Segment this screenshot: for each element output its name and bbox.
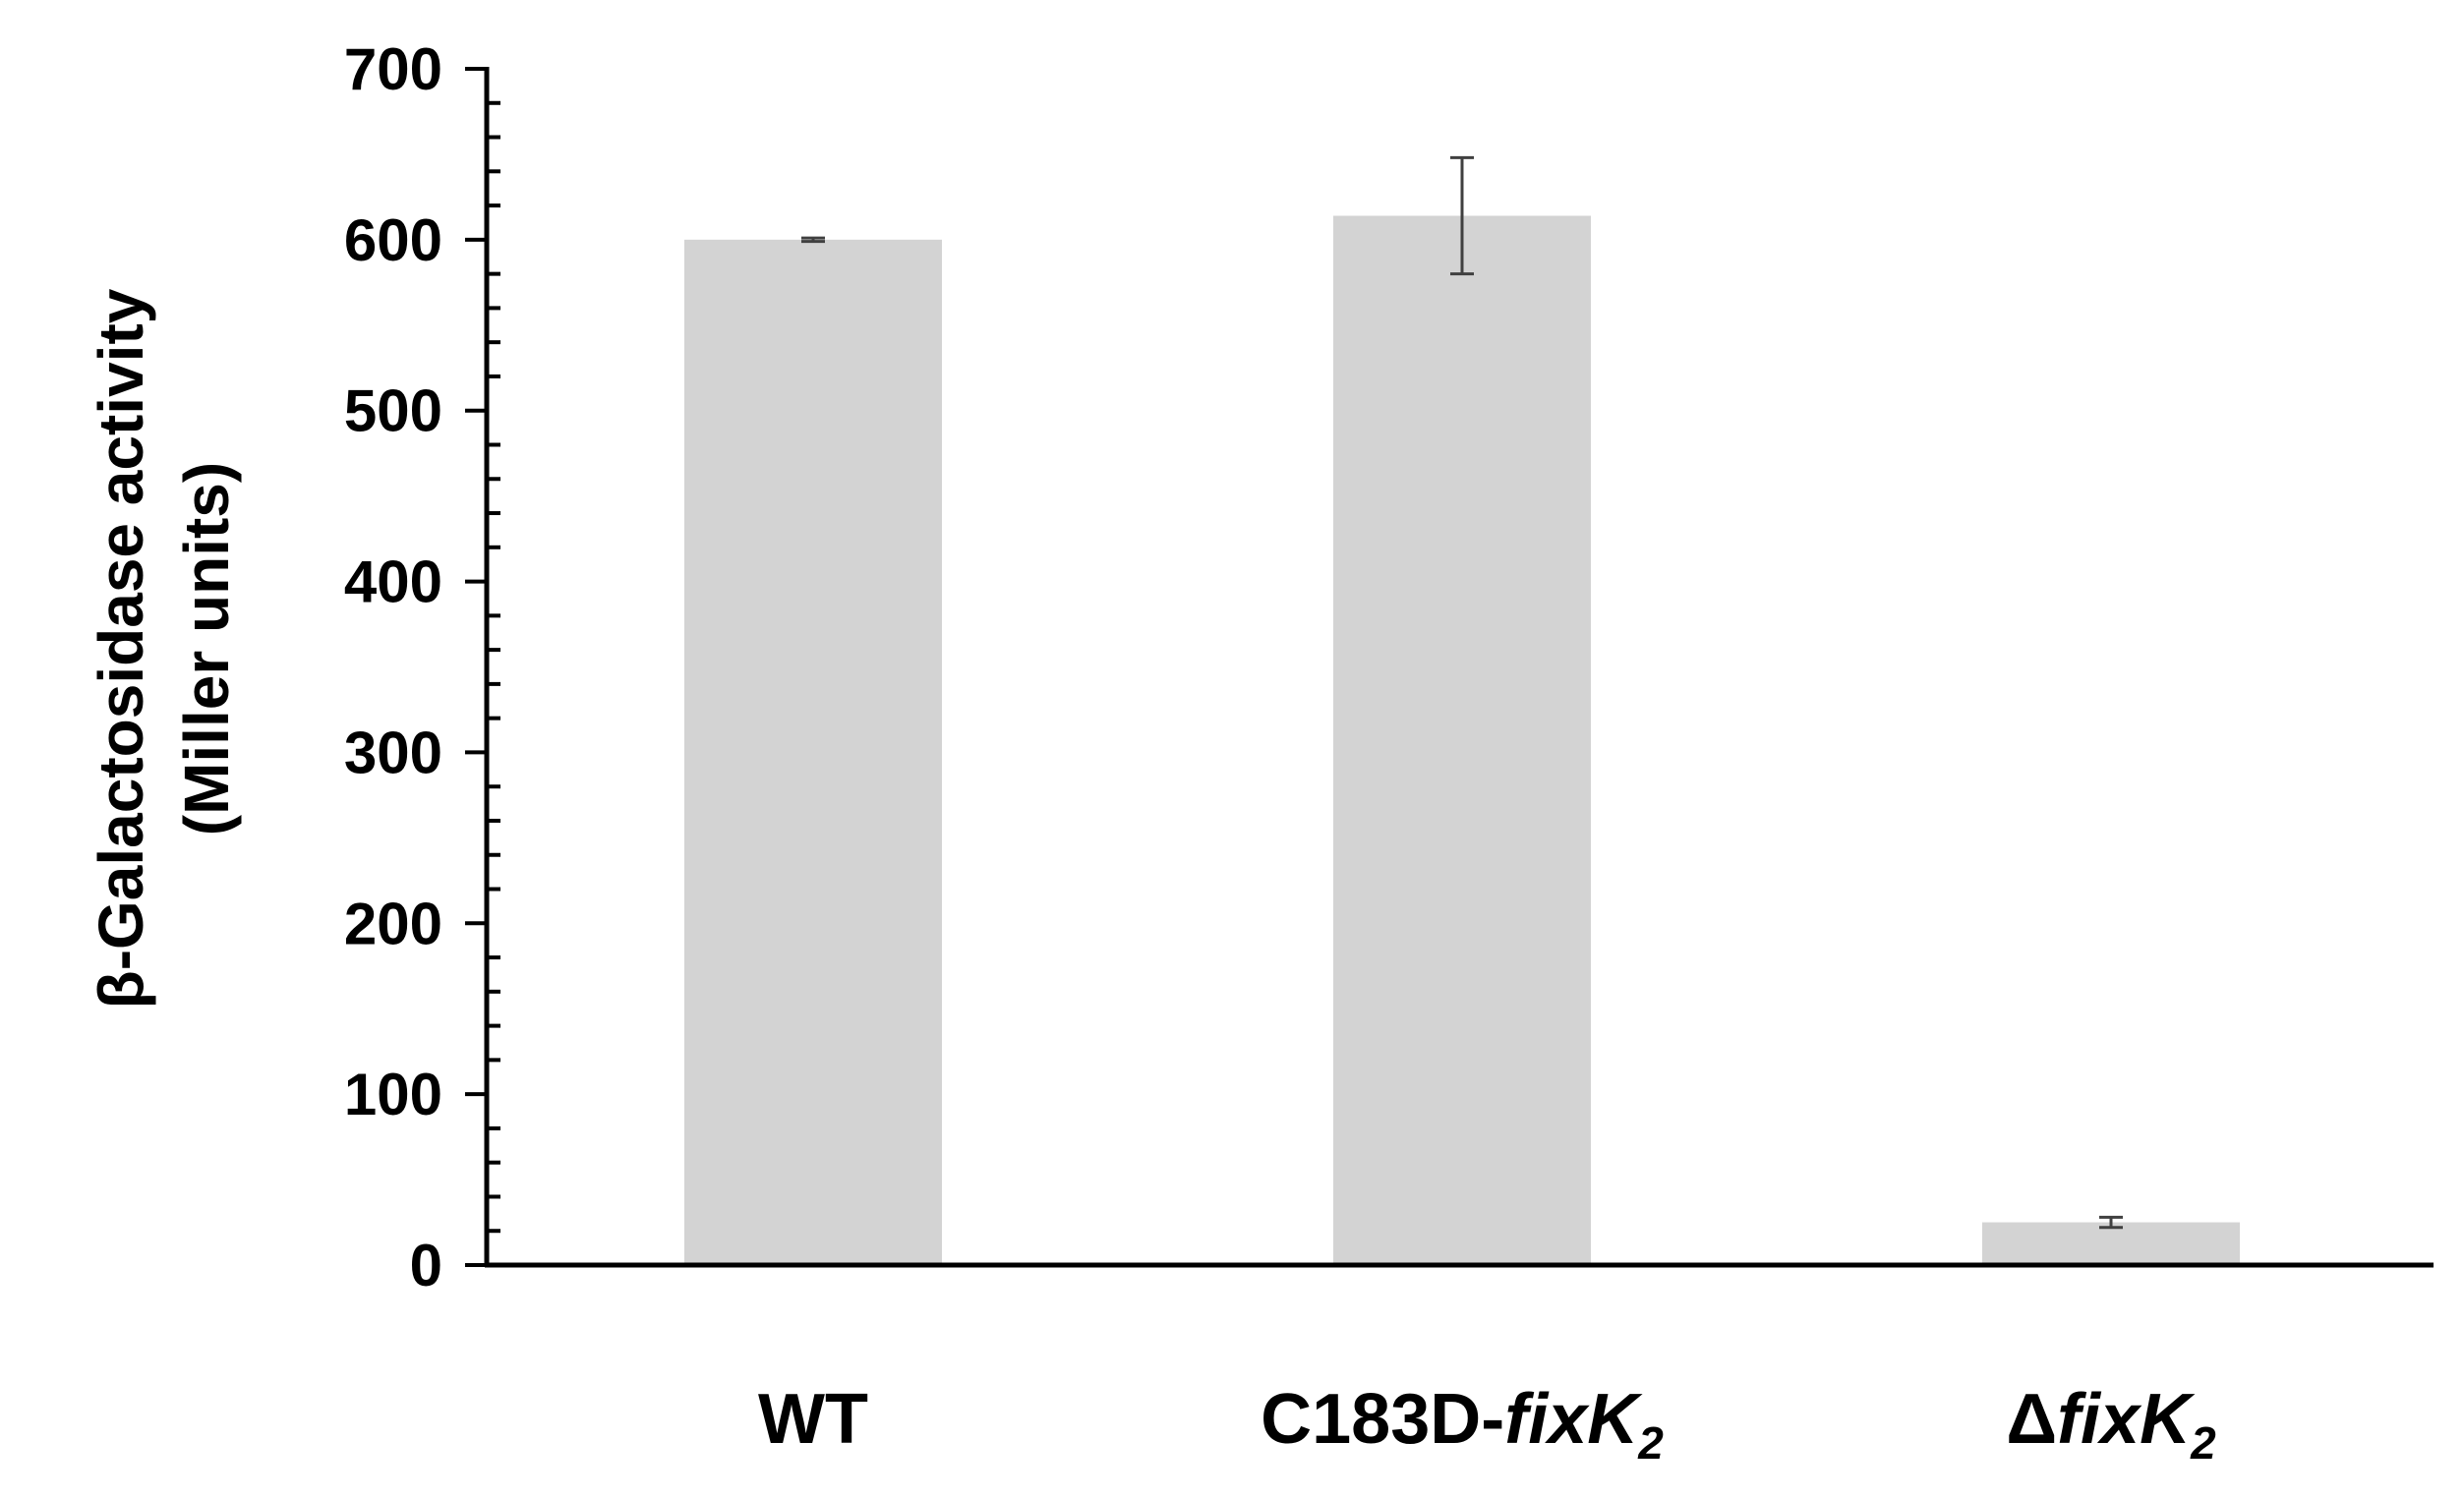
bar-1 (1333, 215, 1591, 1266)
x-category-label-0: WT (758, 1380, 868, 1459)
y-tick-label: 100 (344, 1062, 442, 1127)
bar-0 (684, 239, 942, 1265)
y-axis-label-line1: β-Galactosidase activity (86, 288, 156, 1009)
y-tick-label: 500 (344, 378, 442, 444)
y-tick-label: 600 (344, 207, 442, 273)
y-tick-label: 700 (344, 36, 442, 102)
y-tick-label: 0 (410, 1233, 442, 1298)
y-tick-label: 200 (344, 891, 442, 956)
y-tick-label: 400 (344, 549, 442, 615)
x-category-label-1: C183D-fixK2 (1261, 1380, 1664, 1469)
y-axis-label-line2: (Miller units) (171, 462, 242, 836)
bar-2 (1982, 1222, 2240, 1265)
x-category-label-2: ΔfixK2 (2006, 1380, 2216, 1469)
y-tick-label: 300 (344, 720, 442, 785)
plot-area: 0 100 200 300 400 500 600 700 WT C183D-fixK2 ΔfixK… (344, 36, 2434, 1469)
